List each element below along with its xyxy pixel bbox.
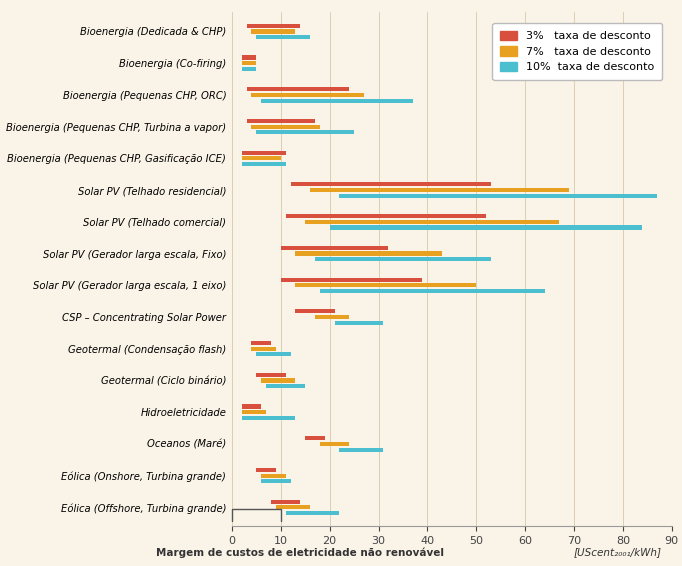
Bar	[241, 67, 256, 71]
Bar	[310, 188, 569, 192]
Bar	[241, 151, 286, 155]
Bar	[252, 29, 295, 33]
Bar	[252, 93, 364, 97]
Bar	[241, 61, 256, 65]
Bar	[256, 130, 354, 135]
Bar	[335, 321, 383, 325]
Bar	[261, 479, 291, 483]
Bar	[271, 500, 300, 504]
Bar	[340, 448, 383, 452]
Bar	[266, 384, 306, 388]
Bar	[241, 410, 266, 414]
Bar	[261, 474, 286, 478]
Bar	[281, 246, 388, 250]
Bar	[247, 87, 349, 91]
Bar	[256, 35, 310, 39]
Bar	[252, 125, 320, 128]
Bar	[315, 315, 349, 319]
Bar	[291, 182, 491, 186]
Bar	[320, 442, 349, 446]
Bar	[256, 468, 276, 472]
Legend: 3%   taxa de desconto, 7%   taxa de desconto, 10%  taxa de desconto: 3% taxa de desconto, 7% taxa de desconto…	[492, 23, 662, 80]
Bar	[286, 214, 486, 218]
Bar	[252, 346, 276, 351]
Bar	[241, 156, 281, 160]
Bar	[295, 283, 476, 288]
Text: Margem de custos de eletricidade não renovável: Margem de custos de eletricidade não ren…	[156, 547, 444, 558]
Bar	[340, 194, 657, 198]
Bar	[320, 289, 545, 293]
Bar	[247, 119, 315, 123]
Bar	[261, 379, 295, 383]
Text: [UScent₂₀₀₁/kWh]: [UScent₂₀₀₁/kWh]	[574, 547, 662, 558]
Bar	[256, 353, 291, 357]
Bar	[241, 404, 261, 409]
Bar	[286, 511, 340, 515]
Bar	[241, 162, 286, 166]
Bar	[276, 505, 310, 509]
Bar	[241, 55, 256, 59]
Bar	[295, 309, 335, 314]
Bar	[329, 225, 642, 230]
Bar	[306, 436, 325, 440]
Bar	[256, 372, 286, 377]
Bar	[295, 251, 442, 256]
Bar	[241, 416, 295, 420]
Bar	[247, 24, 300, 28]
Bar	[252, 341, 271, 345]
Bar	[261, 98, 413, 102]
Bar	[306, 220, 559, 224]
Bar	[315, 257, 491, 261]
Bar	[281, 277, 423, 282]
